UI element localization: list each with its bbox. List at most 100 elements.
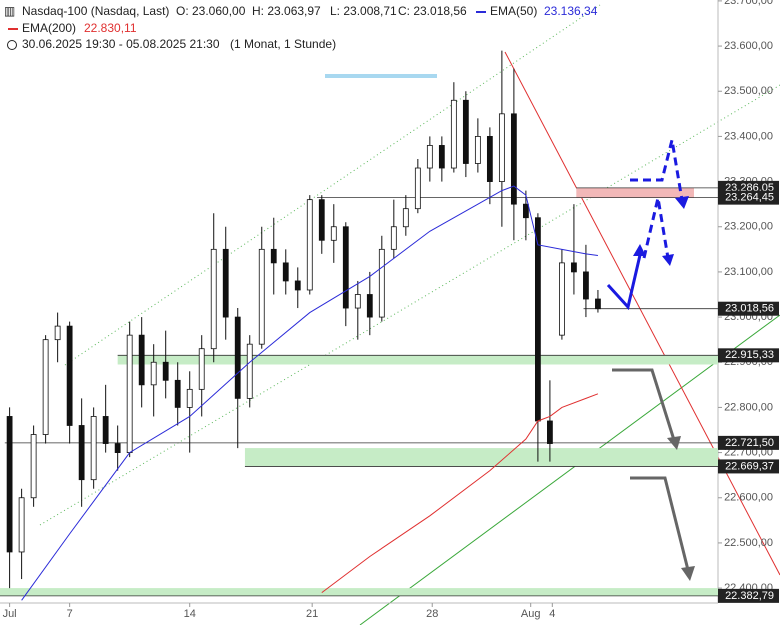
arrowhead <box>681 566 695 581</box>
candle-body <box>210 248 217 350</box>
level-label: 22.382,79 <box>725 590 774 602</box>
trend-line <box>359 314 780 625</box>
zone <box>117 355 719 365</box>
level-label: 23.018,56 <box>725 303 774 315</box>
y-tick-label: 22.500,00 <box>724 537 773 549</box>
high: H: 23.063,97 <box>252 4 321 18</box>
candle-body <box>402 208 409 228</box>
level-label-box <box>718 348 779 363</box>
candle-body <box>246 343 253 399</box>
candle-body <box>547 420 553 444</box>
candle-body <box>486 136 493 182</box>
y-tick-label: 23.700,00 <box>724 0 773 7</box>
candle-body <box>90 416 97 481</box>
legend-value: 22.830,11 <box>84 21 137 35</box>
level-label: 22.915,33 <box>725 349 774 361</box>
header: ▥ Nasdaq-100 (Nasdaq, Last) O: 23.060,00… <box>4 4 598 51</box>
candle-body <box>378 248 385 318</box>
level-label: 22.721,50 <box>725 437 774 449</box>
x-tick-label: Aug <box>521 608 541 620</box>
candle-body <box>198 348 205 390</box>
title: Nasdaq-100 (Nasdaq, Last) <box>22 4 169 18</box>
low: L: 23.008,71 <box>330 4 397 18</box>
zone <box>244 448 718 467</box>
y-tick-label: 22.600,00 <box>724 492 773 504</box>
candle-body <box>559 262 565 336</box>
candle-body <box>462 99 469 164</box>
candle-body <box>234 316 241 399</box>
candle-body <box>414 167 421 210</box>
candle-body <box>282 262 289 282</box>
candle-body <box>498 113 505 182</box>
candle-body <box>222 248 229 318</box>
candle-body <box>54 325 61 341</box>
icon: ▥ <box>4 4 15 18</box>
candle-body <box>390 226 397 250</box>
y-tick-label: 23.100,00 <box>724 266 773 278</box>
level-label-box <box>718 190 779 205</box>
candle-body <box>438 145 445 169</box>
close: C: 23.018,56 <box>398 4 467 18</box>
candle-body <box>450 99 457 169</box>
candle-body <box>583 271 589 300</box>
arrowhead <box>667 436 681 450</box>
level-label-box <box>718 301 779 316</box>
candle-body <box>102 416 109 444</box>
candle-body <box>6 416 13 553</box>
candle-body <box>162 361 169 381</box>
candle-body <box>595 298 601 310</box>
candle-body <box>138 334 145 386</box>
arrow <box>642 197 670 259</box>
channel-line <box>64 4 601 366</box>
legend-name: EMA(50) <box>490 4 537 18</box>
x-tick-label: 4 <box>549 608 555 620</box>
arrowhead <box>633 244 646 256</box>
candle-body <box>510 113 517 205</box>
zone <box>0 588 718 596</box>
period: 30.06.2025 19:30 - 05.08.2025 21:30 <box>22 37 220 51</box>
arrow <box>606 254 642 311</box>
candle-body <box>366 294 373 318</box>
candle-body <box>186 388 193 408</box>
candle-body <box>294 280 301 291</box>
trend-line <box>504 51 780 576</box>
y-tick-label: 23.500,00 <box>724 85 773 97</box>
level-label-box <box>718 435 779 450</box>
x-tick-label: 7 <box>67 608 73 620</box>
ema-line <box>321 393 599 594</box>
arrowhead <box>662 254 674 266</box>
arrow <box>630 139 684 201</box>
candle-body <box>426 145 433 169</box>
x-tick-label: 14 <box>184 608 196 620</box>
legend-value: 23.136,34 <box>544 4 598 18</box>
arrows <box>606 139 695 581</box>
level-label: 22.669,37 <box>725 460 774 472</box>
candle-body <box>42 339 49 435</box>
ema-line <box>21 185 599 601</box>
candle-body <box>150 361 157 386</box>
candle-body <box>114 443 121 453</box>
level-label: 23.264,45 <box>725 192 774 204</box>
candle-body <box>126 334 133 453</box>
candle-body <box>522 203 529 219</box>
arrow <box>612 368 676 441</box>
zone <box>576 187 694 198</box>
clock-icon <box>7 40 17 50</box>
level-label-box <box>718 588 779 603</box>
candle-body <box>30 434 37 499</box>
interval: (1 Monat, 1 Stunde) <box>230 37 336 51</box>
candle-body <box>571 262 577 273</box>
open: O: 23.060,00 <box>176 4 246 18</box>
candle-body <box>330 226 337 241</box>
y-tick-label: 23.400,00 <box>724 130 773 142</box>
y-tick-label: 22.800,00 <box>724 401 773 413</box>
y-tick-label: 23.200,00 <box>724 221 773 233</box>
level-label-box <box>718 459 779 474</box>
x-tick-label: 28 <box>426 608 438 620</box>
candle-body <box>258 248 265 345</box>
candle-body <box>318 199 325 241</box>
candle-body <box>66 325 73 426</box>
drawings <box>39 4 780 625</box>
